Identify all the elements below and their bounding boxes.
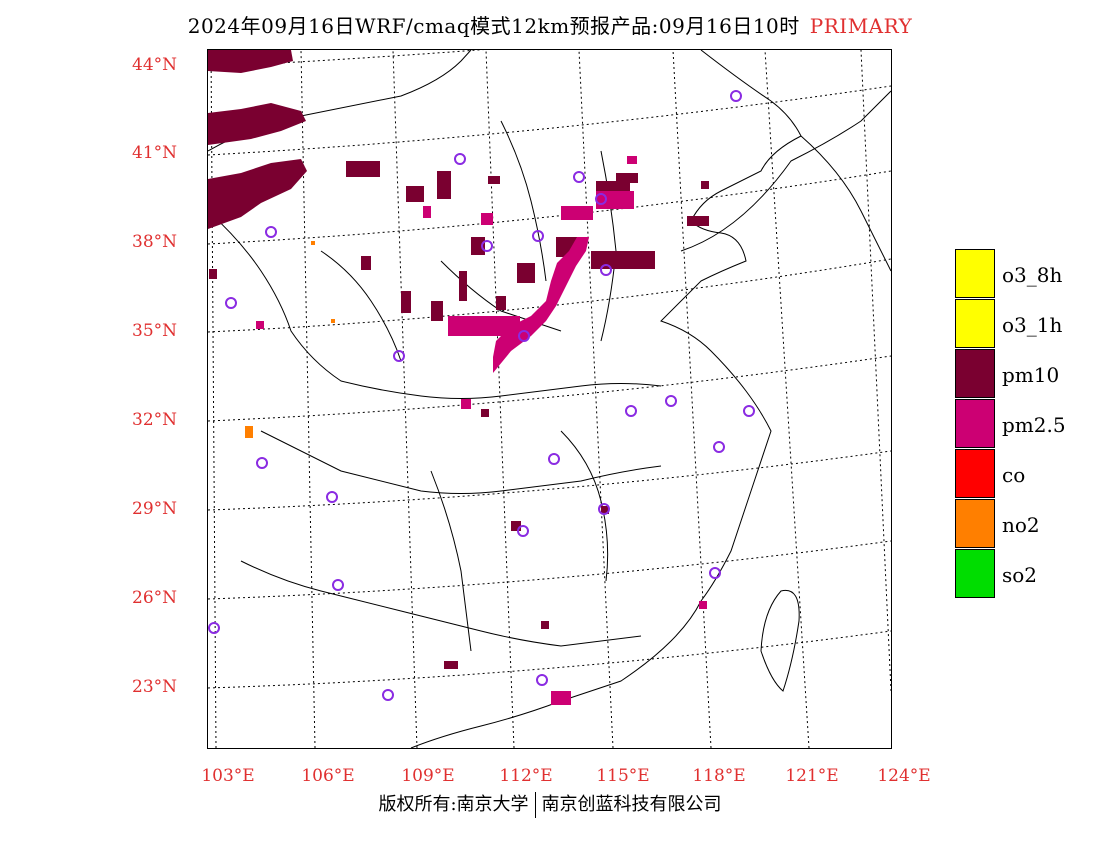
- lat-tick-29: 29°N: [132, 499, 178, 519]
- legend-swatch: [955, 449, 995, 498]
- footer-left: 版权所有:南京大学: [378, 794, 529, 815]
- lon-tick-121: 121°E: [785, 766, 839, 786]
- map-canvas: [208, 50, 891, 748]
- boundary-lines: [208, 50, 891, 748]
- copyright-footer: 版权所有:南京大学 南京创蓝科技有限公司: [0, 790, 1100, 818]
- lat-tick-26: 26°N: [132, 588, 178, 608]
- legend-swatch: [955, 299, 995, 348]
- lat-tick-41: 41°N: [132, 143, 178, 163]
- legend-swatch: [955, 349, 995, 398]
- pm25-patches: [256, 156, 707, 705]
- footer-separator: [534, 792, 536, 818]
- legend-swatch: [955, 549, 995, 598]
- lon-tick-106: 106°E: [301, 766, 355, 786]
- legend-label: co: [1002, 463, 1026, 487]
- lon-tick-112: 112°E: [499, 766, 553, 786]
- lat-tick-32: 32°N: [132, 410, 178, 430]
- pm10-patches: [208, 50, 709, 669]
- latitude-gridlines: [208, 50, 891, 689]
- map-area[interactable]: [207, 49, 892, 749]
- legend-label: o3_8h: [1002, 263, 1063, 287]
- legend-swatch: [955, 249, 995, 298]
- station-markers: [208, 90, 755, 701]
- lat-tick-38: 38°N: [132, 232, 178, 252]
- lon-tick-103: 103°E: [201, 766, 255, 786]
- legend-label: no2: [1002, 513, 1040, 537]
- lat-tick-44: 44°N: [132, 55, 178, 75]
- lon-tick-115: 115°E: [596, 766, 650, 786]
- map-frame: [207, 49, 892, 749]
- no2-patches: [245, 241, 335, 438]
- title-primary-tag: PRIMARY: [809, 14, 913, 38]
- legend-label: pm10: [1002, 363, 1060, 387]
- title-text: 2024年09月16日WRF/cmaq模式12km预报产品:09月16日10时: [187, 14, 800, 38]
- map-title: 2024年09月16日WRF/cmaq模式12km预报产品:09月16日10时 P…: [0, 10, 1100, 39]
- legend-swatch: [955, 399, 995, 448]
- legend-label: so2: [1002, 563, 1038, 587]
- lon-tick-124: 124°E: [877, 766, 931, 786]
- legend-label: o3_1h: [1002, 313, 1063, 337]
- legend-label: pm2.5: [1002, 413, 1066, 437]
- lon-tick-118: 118°E: [692, 766, 746, 786]
- legend-swatch: [955, 499, 995, 548]
- footer-right: 南京创蓝科技有限公司: [541, 794, 722, 815]
- lat-tick-23: 23°N: [132, 677, 178, 697]
- lon-tick-109: 109°E: [401, 766, 455, 786]
- lat-tick-35: 35°N: [132, 321, 178, 341]
- longitude-gridlines: [210, 50, 891, 748]
